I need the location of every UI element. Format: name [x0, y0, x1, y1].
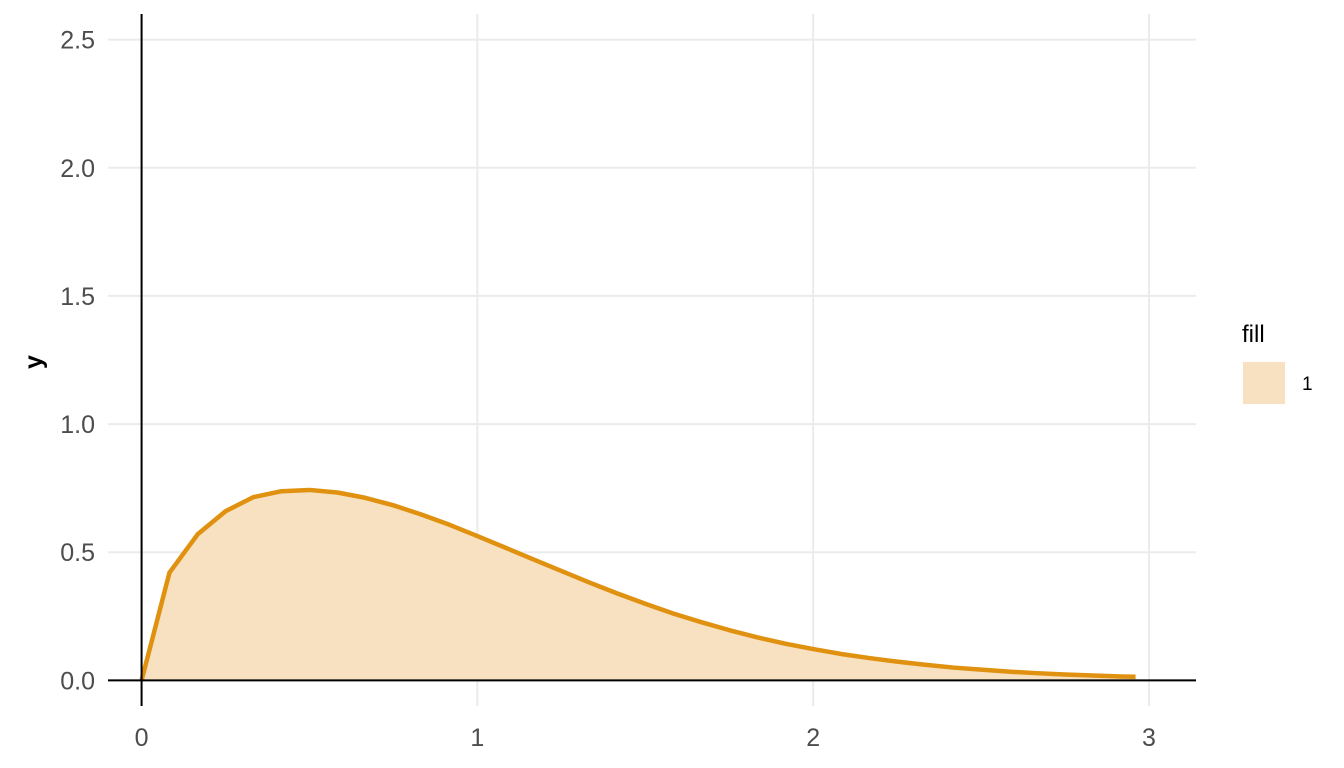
y-tick-label: 0.5	[60, 539, 95, 567]
x-tick-label: 0	[135, 724, 149, 752]
series-line	[139, 487, 1136, 681]
y-tick-label: 1.5	[60, 283, 95, 311]
x-tick-label: 1	[470, 724, 484, 752]
series-area	[141, 489, 1136, 681]
x-tick-label: 2	[806, 724, 820, 752]
legend-swatch	[1243, 362, 1285, 404]
y-tick-label: 2.0	[60, 155, 95, 183]
y-tick-label: 1.0	[60, 411, 95, 439]
legend-label: 1	[1302, 374, 1313, 395]
y-axis-title: y	[20, 355, 48, 369]
tick-labels: 0.0 0.5 1.0 1.5 2.0 2.5 0 1 2 3	[60, 27, 1156, 752]
legend: fill 1	[1242, 321, 1313, 404]
y-tick-label: 0.0	[60, 667, 95, 695]
x-tick-label: 3	[1142, 724, 1156, 752]
y-tick-label: 2.5	[60, 27, 95, 55]
series-layer	[139, 487, 1136, 681]
legend-title: fill	[1242, 321, 1265, 348]
axes	[108, 14, 1196, 706]
